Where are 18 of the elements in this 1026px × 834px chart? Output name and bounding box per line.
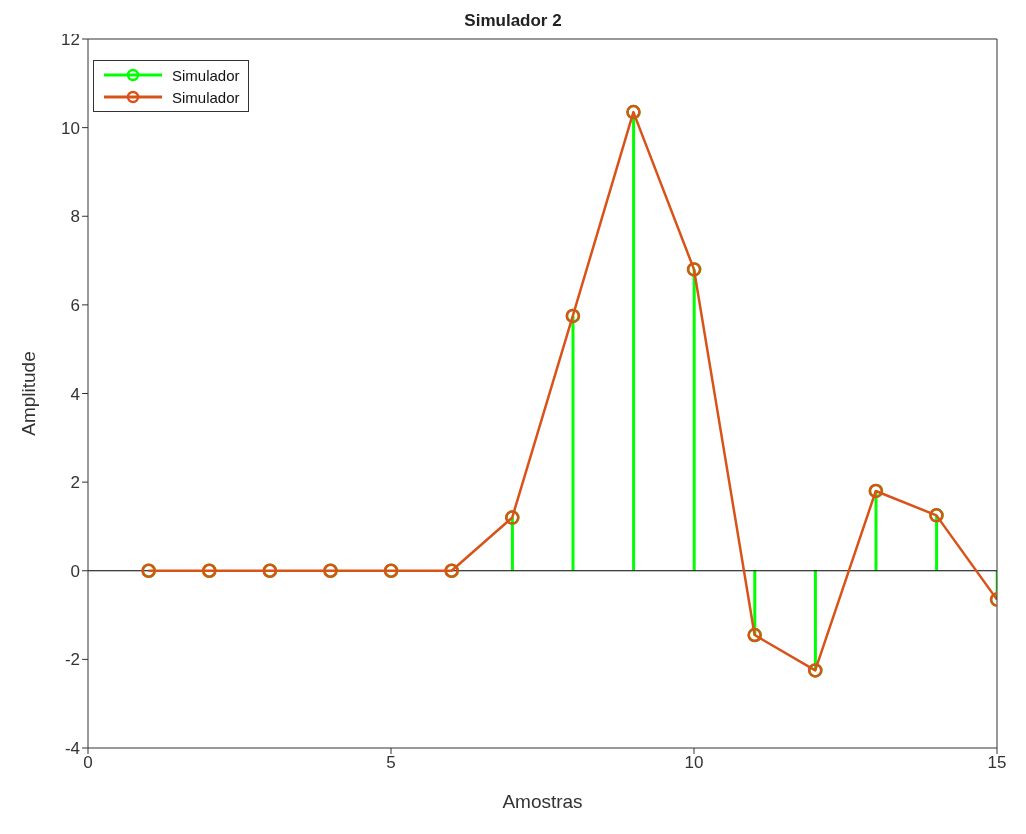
chart-title: Simulador 2	[464, 11, 562, 30]
y-tick-label: 8	[70, 207, 80, 227]
y-tick-label: 10	[61, 118, 80, 138]
y-axis-title: Amplitude	[17, 351, 39, 436]
y-tick-label: 6	[70, 295, 80, 315]
legend-label: Simulador	[172, 88, 240, 106]
y-tick-label: 2	[70, 473, 80, 493]
x-tick-label: 15	[987, 753, 1007, 773]
y-tick-label: -2	[64, 650, 80, 670]
x-tick-label: 5	[386, 753, 396, 773]
y-tick-label: 4	[70, 384, 80, 404]
legend-label: Simulador	[172, 66, 240, 84]
y-tick-label: 12	[61, 30, 80, 50]
x-tick-label: 10	[684, 753, 704, 773]
y-tick-label: 0	[70, 561, 80, 581]
x-axis-title: Amostras	[502, 791, 583, 812]
y-tick-label: -4	[64, 739, 80, 759]
x-tick-label: 0	[83, 753, 93, 773]
